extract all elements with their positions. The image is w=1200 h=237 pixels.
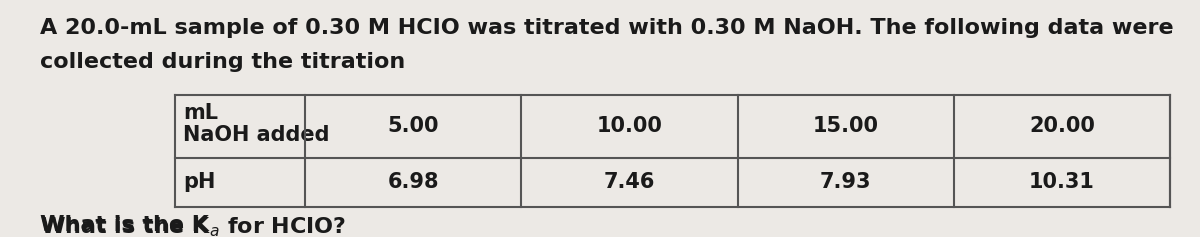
Text: What is the K$_a$ for HCIO?: What is the K$_a$ for HCIO? [40,215,347,237]
Text: 15.00: 15.00 [812,117,878,137]
Text: mL: mL [182,103,218,123]
Text: A 20.0-mL sample of 0.30 M HCIO was titrated with 0.30 M NaOH. The following dat: A 20.0-mL sample of 0.30 M HCIO was titr… [40,18,1174,38]
Text: collected during the titration: collected during the titration [40,52,406,72]
Text: 7.46: 7.46 [604,173,655,192]
Text: 7.93: 7.93 [820,173,871,192]
Text: 6.98: 6.98 [388,173,439,192]
Text: NaOH added: NaOH added [182,125,330,145]
Text: 20.00: 20.00 [1028,117,1094,137]
Text: 5.00: 5.00 [388,117,439,137]
Text: 10.31: 10.31 [1028,173,1094,192]
Text: What is the K: What is the K [40,215,209,235]
Text: pH: pH [182,173,215,192]
Text: 10.00: 10.00 [596,117,662,137]
